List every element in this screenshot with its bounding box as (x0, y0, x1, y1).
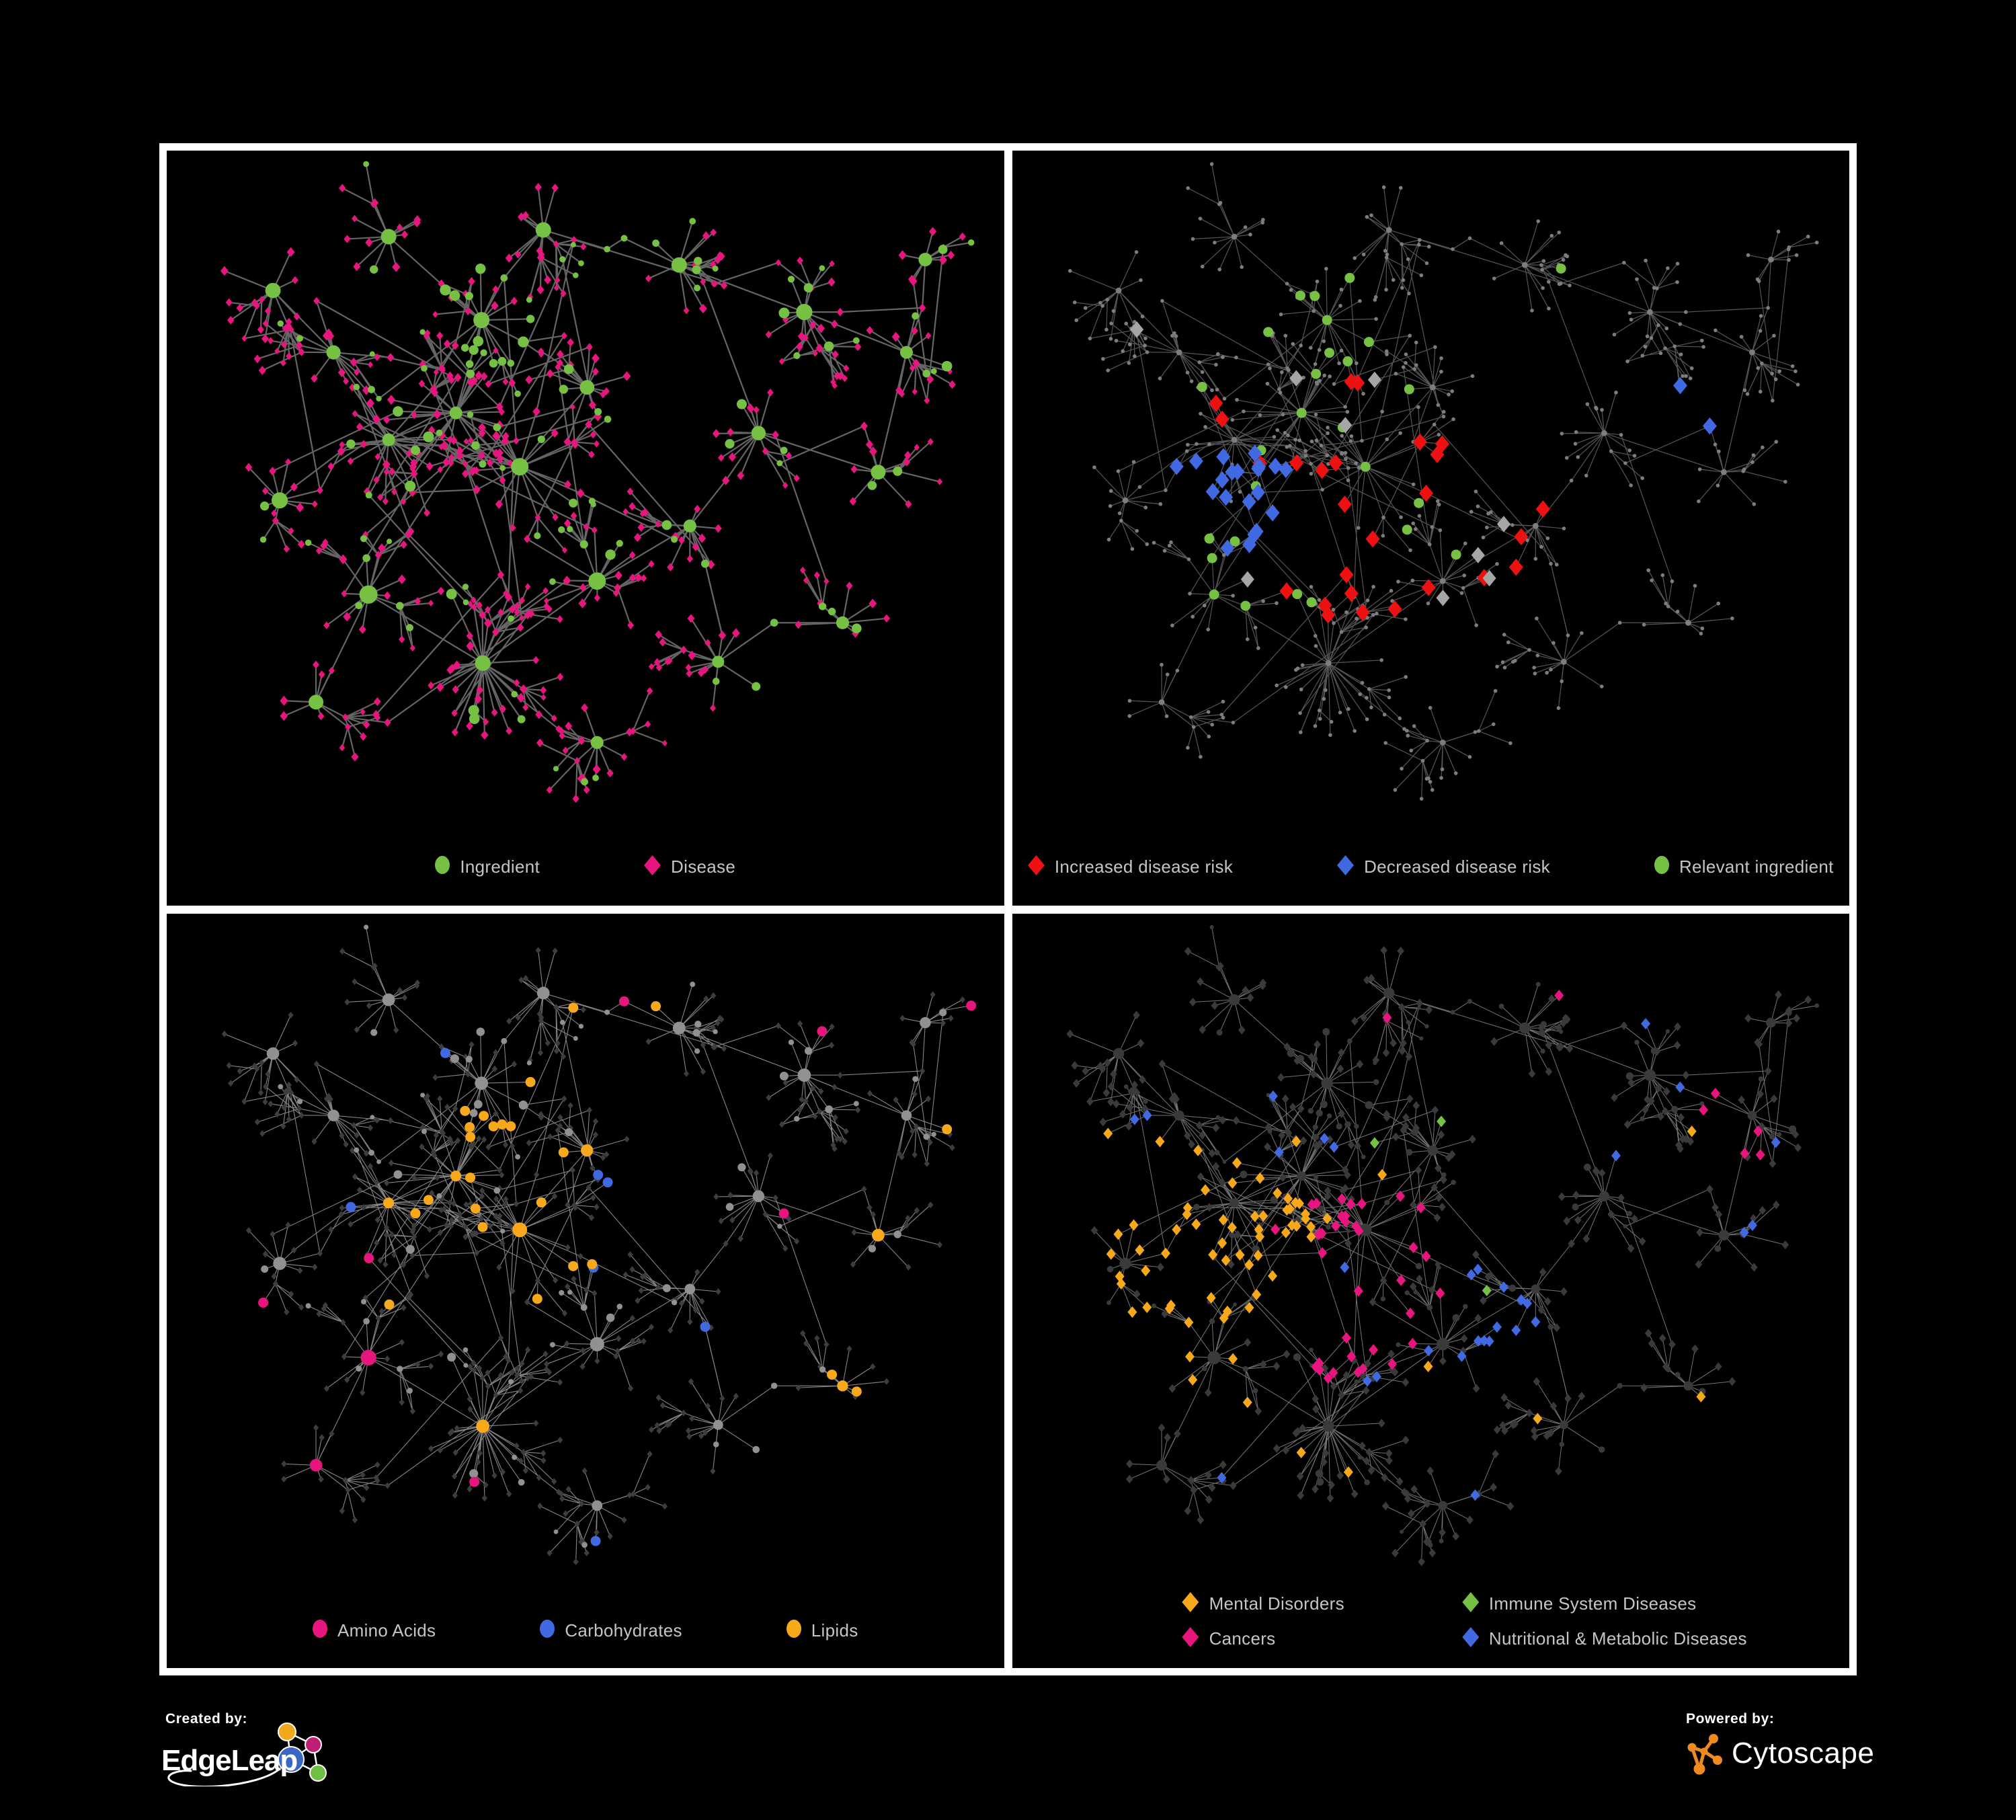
legend-circle-marker-icon (786, 1620, 801, 1641)
legend-diamond-marker-icon (1337, 855, 1355, 879)
category-nodes (1102, 989, 1781, 1501)
network-graph-ingredient-disease (220, 161, 975, 803)
legend-diamond-marker-icon (1461, 1592, 1479, 1616)
credit-edgeleap: Created by: EdgeLeap (161, 1711, 350, 1788)
panel-disease-categories: Mental Disorders Immune System Diseases Ca… (1012, 913, 1849, 1668)
category-nodes (258, 996, 977, 1546)
network-graph-disease-categories (1066, 924, 1819, 1566)
legend-item: Lipids (786, 1620, 858, 1641)
legend-item: Carbohydrates (540, 1620, 682, 1641)
legend-item: Relevant ingredient (1654, 856, 1834, 877)
disease-nodes (221, 947, 965, 1565)
cytoscape-logo-row: Cytoscape (1686, 1731, 1914, 1776)
legend-diamond-marker-icon (644, 855, 661, 879)
edgeleap-node-orange-icon (278, 1723, 296, 1741)
legend-label: Immune System Diseases (1488, 1593, 1697, 1614)
edge-layer (1069, 926, 1817, 1562)
legend-item: Decreased disease risk (1337, 855, 1550, 879)
panel-ingredient-disease: Ingredient Disease (167, 151, 1004, 906)
edgeleap-wordmark: EdgeLeap (161, 1744, 297, 1777)
legend-disease-categories: Mental Disorders Immune System Diseases Ca… (1182, 1592, 1747, 1651)
base-nodes (1066, 924, 1819, 1566)
panel-nutrient-classes: Amino Acids Carbohydrates Lipids (167, 913, 1004, 1668)
legend-disease-risk: Increased disease risk Decreased disease … (1012, 855, 1850, 879)
cytoscape-wordmark: Cytoscape (1732, 1737, 1875, 1770)
legend-label: Disease (671, 856, 736, 877)
legend-item: Ingredient (435, 856, 540, 877)
legend-circle-marker-icon (1654, 856, 1669, 877)
edge-layer (223, 163, 972, 800)
edge-layer (1069, 163, 1817, 799)
created-by-label: Created by: (165, 1711, 248, 1727)
legend-label: Ingredient (460, 856, 540, 877)
legend-label: Nutritional & Metabolic Diseases (1488, 1628, 1747, 1649)
legend-item: Immune System Diseases (1461, 1592, 1697, 1616)
panel-grid: Ingredient Disease Increased disease risk… (159, 143, 1857, 1675)
legend-diamond-marker-icon (1182, 1592, 1199, 1616)
cytoscape-icon (1687, 1734, 1722, 1775)
network-graph-nutrient-classes (221, 924, 977, 1565)
legend-label: Amino Acids (337, 1620, 436, 1640)
legend-label: Relevant ingredient (1679, 856, 1834, 877)
legend-label: Cancers (1209, 1628, 1276, 1649)
legend-circle-marker-icon (312, 1620, 327, 1641)
network-graph-disease-risk (1067, 162, 1818, 801)
legend-nutrient-classes: Amino Acids Carbohydrates Lipids (167, 1620, 1004, 1641)
legend-item: Mental Disorders (1182, 1592, 1344, 1616)
ingredient-nodes (259, 161, 975, 786)
credit-cytoscape: Powered by: Cytoscape (1686, 1711, 1914, 1788)
legend-diamond-marker-icon (1182, 1627, 1199, 1651)
panel-disease-risk: Increased disease risk Decreased disease … (1012, 151, 1850, 906)
legend-diamond-marker-icon (1027, 855, 1045, 879)
legend-label: Mental Disorders (1209, 1593, 1344, 1614)
legend-label: Decreased disease risk (1364, 856, 1550, 877)
disease-nodes (220, 183, 966, 803)
ingredient-nodes (261, 924, 947, 1548)
edgeleap-swoosh-icon (167, 1768, 281, 1786)
legend-circle-marker-icon (435, 856, 450, 877)
legend-ingredient-disease: Ingredient Disease (167, 855, 1004, 879)
legend-circle-marker-icon (540, 1620, 555, 1641)
edgeleap-logo: EdgeLeap (161, 1723, 327, 1786)
edgeleap-node-blue-icon (278, 1746, 305, 1773)
edge-layer (224, 926, 972, 1562)
legend-label: Lipids (811, 1620, 858, 1640)
edgeleap-node-green-icon (309, 1764, 327, 1782)
legend-item: Increased disease risk (1027, 855, 1234, 879)
legend-diamond-marker-icon (1461, 1627, 1479, 1651)
edgeleap-node-magenta-icon (305, 1736, 322, 1753)
powered-by-label: Powered by: (1686, 1711, 1775, 1727)
legend-item: Disease (644, 855, 735, 879)
legend-item: Nutritional & Metabolic Diseases (1461, 1627, 1747, 1651)
legend-label: Carbohydrates (565, 1620, 682, 1640)
base-nodes (1067, 162, 1818, 801)
legend-item: Cancers (1182, 1627, 1276, 1651)
legend-item: Amino Acids (312, 1620, 436, 1641)
legend-label: Increased disease risk (1054, 856, 1234, 877)
